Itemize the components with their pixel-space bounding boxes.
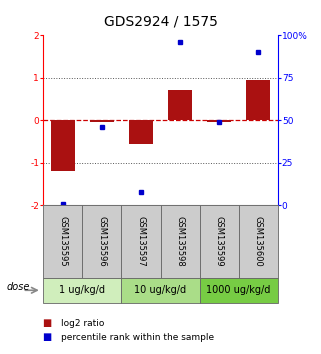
Bar <box>121 205 160 278</box>
Text: GSM135599: GSM135599 <box>214 216 224 267</box>
Text: ■: ■ <box>42 318 51 328</box>
Bar <box>82 205 121 278</box>
Text: GDS2924 / 1575: GDS2924 / 1575 <box>104 14 217 28</box>
Text: 1 ug/kg/d: 1 ug/kg/d <box>59 285 105 295</box>
Text: 1000 ug/kg/d: 1000 ug/kg/d <box>206 285 271 295</box>
Bar <box>207 120 231 122</box>
Bar <box>160 205 200 278</box>
Text: GSM135596: GSM135596 <box>97 216 107 267</box>
Bar <box>200 278 278 303</box>
Bar <box>239 205 278 278</box>
Text: percentile rank within the sample: percentile rank within the sample <box>61 333 214 342</box>
Text: ■: ■ <box>42 332 51 342</box>
Text: dose: dose <box>6 282 30 292</box>
Bar <box>121 278 200 303</box>
Text: log2 ratio: log2 ratio <box>61 319 104 327</box>
Text: GSM135600: GSM135600 <box>254 216 263 267</box>
Bar <box>90 120 114 122</box>
Bar <box>43 278 121 303</box>
Bar <box>51 120 74 171</box>
Bar <box>129 120 153 144</box>
Text: 10 ug/kg/d: 10 ug/kg/d <box>134 285 187 295</box>
Text: GSM135598: GSM135598 <box>176 216 185 267</box>
Text: GSM135595: GSM135595 <box>58 216 67 267</box>
Bar <box>43 205 82 278</box>
Bar <box>200 205 239 278</box>
Bar <box>247 80 270 120</box>
Bar <box>168 90 192 120</box>
Text: GSM135597: GSM135597 <box>136 216 145 267</box>
